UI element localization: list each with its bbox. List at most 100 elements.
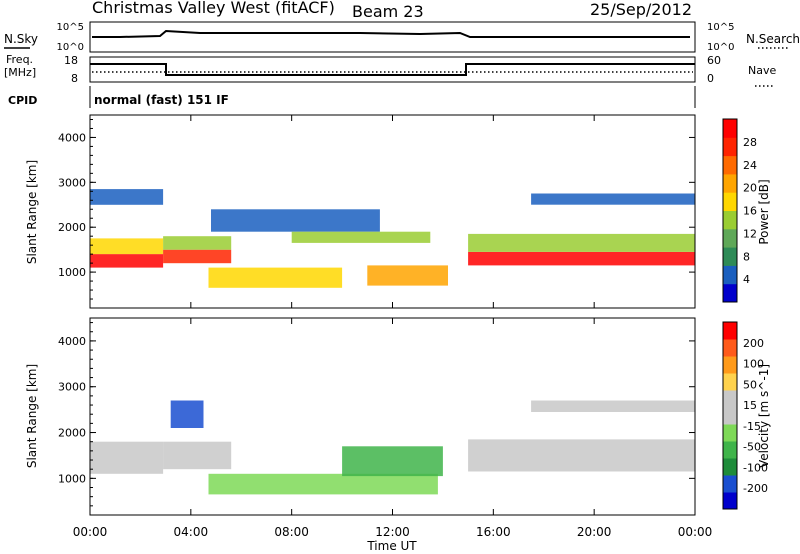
velocity-y-axis: 4000 3000 2000 1000 — [58, 322, 695, 507]
nave-tick-bottom: 0 — [707, 72, 714, 85]
velocity-heatmap — [90, 400, 695, 495]
power-colorbar-swatch — [723, 137, 737, 157]
velocity-colorbar-tick: 15 — [743, 399, 757, 412]
velocity-colorbar-tick: -100 — [743, 461, 768, 474]
velocity-band — [90, 441, 164, 474]
power-ytick-label: 4000 — [58, 131, 86, 144]
cpid-mode: normal (fast) 151 IF — [94, 93, 229, 107]
power-y-axis: 4000 3000 2000 1000 — [58, 118, 695, 300]
x-tick-label: 00:00 — [73, 525, 108, 539]
velocity-band — [342, 446, 443, 477]
velocity-colorbar-swatch — [723, 441, 737, 459]
velocity-colorbar-title: Velocity [m s^-1] — [757, 364, 771, 468]
velocity-colorbar-swatch — [723, 492, 737, 510]
velocity-colorbar-tick: 100 — [743, 358, 764, 371]
noise-sky-line — [92, 29, 690, 38]
time-x-axis: 00:00 04:00 08:00 12:00 16:00 20:00 00:00 — [73, 115, 713, 539]
power-colorbar-swatch — [723, 173, 737, 193]
velocity-colorbar-swatch — [723, 356, 737, 374]
power-colorbar-swatch — [723, 155, 737, 175]
nave-tick-top: 60 — [707, 54, 721, 67]
velocity-panel: 4000 3000 2000 1000 Slant Range [km] 200 100… — [25, 317, 771, 516]
frequency-panel: Freq. [MHz] 18 8 Nave 60 0 — [4, 53, 776, 87]
power-band — [468, 233, 695, 252]
power-band — [163, 249, 232, 264]
power-band — [211, 209, 380, 232]
velocity-colorbar-tick: -50 — [743, 441, 761, 454]
velocity-ytick-label: 2000 — [58, 427, 86, 440]
velocity-ytick-label: 1000 — [58, 472, 86, 485]
power-colorbar: 28 24 20 16 12 8 4 — [722, 118, 757, 303]
nave-label: Nave — [748, 64, 776, 77]
power-colorbar-tick: 16 — [743, 205, 757, 218]
power-ytick-label: 2000 — [58, 221, 86, 234]
power-colorbar-swatch — [723, 228, 737, 248]
velocity-colorbar-tick: -200 — [743, 482, 768, 495]
power-colorbar-tick: 20 — [743, 182, 757, 195]
power-colorbar-tick: 8 — [743, 250, 750, 263]
cpid-label: CPID — [8, 94, 37, 107]
power-colorbar-swatch — [723, 119, 737, 138]
noise-right-tick-bottom: 10^0 — [707, 42, 734, 53]
velocity-colorbar: 200 100 50 15 -15 -50 -100 -200 — [722, 321, 768, 510]
noise-right-tick-top: 10^5 — [707, 22, 734, 33]
x-axis-title: Time UT — [366, 539, 417, 553]
power-band — [208, 267, 343, 288]
velocity-band — [163, 441, 232, 470]
x-tick-label: 08:00 — [274, 525, 309, 539]
velocity-colorbar-swatch — [723, 322, 737, 340]
freq-left-label-2: [MHz] — [4, 66, 36, 79]
freq-left-label-1: Freq. — [6, 53, 33, 66]
power-colorbar-swatch — [723, 265, 737, 285]
x-tick-label: 12:00 — [375, 525, 410, 539]
velocity-ytick-label: 3000 — [58, 381, 86, 394]
noise-left-tick-bottom: 10^0 — [57, 42, 84, 53]
power-colorbar-swatch — [723, 283, 737, 303]
velocity-colorbar-swatch — [723, 424, 737, 442]
velocity-band — [468, 439, 695, 472]
velocity-ylabel: Slant Range [km] — [25, 364, 39, 468]
power-colorbar-tick: 28 — [743, 136, 757, 149]
power-band — [90, 238, 164, 255]
velocity-colorbar-swatch — [723, 458, 737, 476]
velocity-band — [170, 400, 204, 428]
date-title: 25/Sep/2012 — [590, 0, 692, 19]
power-ytick-label: 1000 — [58, 266, 86, 279]
station-title: Christmas Valley West (fitACF) — [92, 0, 335, 17]
noise-left-label: N.Sky — [4, 32, 38, 46]
power-ytick-label: 3000 — [58, 176, 86, 189]
power-band — [90, 254, 164, 268]
power-colorbar-tick: 12 — [743, 227, 757, 240]
beam-title: Beam 23 — [352, 2, 424, 21]
power-band — [163, 236, 232, 250]
velocity-colorbar-swatch — [723, 339, 737, 357]
velocity-band — [531, 400, 695, 412]
power-colorbar-tick: 4 — [743, 273, 750, 286]
x-tick-label: 16:00 — [476, 525, 511, 539]
velocity-colorbar-swatch — [723, 475, 737, 493]
power-band — [531, 193, 695, 205]
velocity-colorbar-swatch — [723, 407, 737, 425]
power-colorbar-swatch — [723, 192, 737, 211]
x-tick-label: 20:00 — [577, 525, 612, 539]
power-band — [468, 251, 695, 266]
velocity-band — [208, 473, 438, 495]
power-colorbar-title: Power [dB] — [757, 179, 771, 244]
velocity-colorbar-tick: 50 — [743, 378, 757, 391]
velocity-colorbar-tick: 200 — [743, 337, 764, 350]
freq-left-tick-top: 18 — [64, 54, 78, 67]
x-tick-label: 00:00 — [678, 525, 713, 539]
freq-left-tick-bottom: 8 — [71, 72, 78, 85]
cpid-panel: CPID normal (fast) 151 IF — [8, 86, 696, 108]
frequency-line — [90, 63, 695, 76]
velocity-ytick-label: 4000 — [58, 335, 86, 348]
velocity-colorbar-frame — [722, 321, 738, 510]
power-band — [367, 265, 448, 286]
power-colorbar-swatch — [723, 210, 737, 230]
noise-panel: N.Sky 10^5 10^0 N.Search 10^5 10^0 — [4, 21, 800, 53]
power-colorbar-swatch — [723, 247, 737, 266]
power-band — [90, 189, 164, 205]
x-tick-label: 04:00 — [174, 525, 209, 539]
power-panel: 4000 3000 2000 1000 Slant Range [km] 28 24 20… — [25, 114, 771, 309]
